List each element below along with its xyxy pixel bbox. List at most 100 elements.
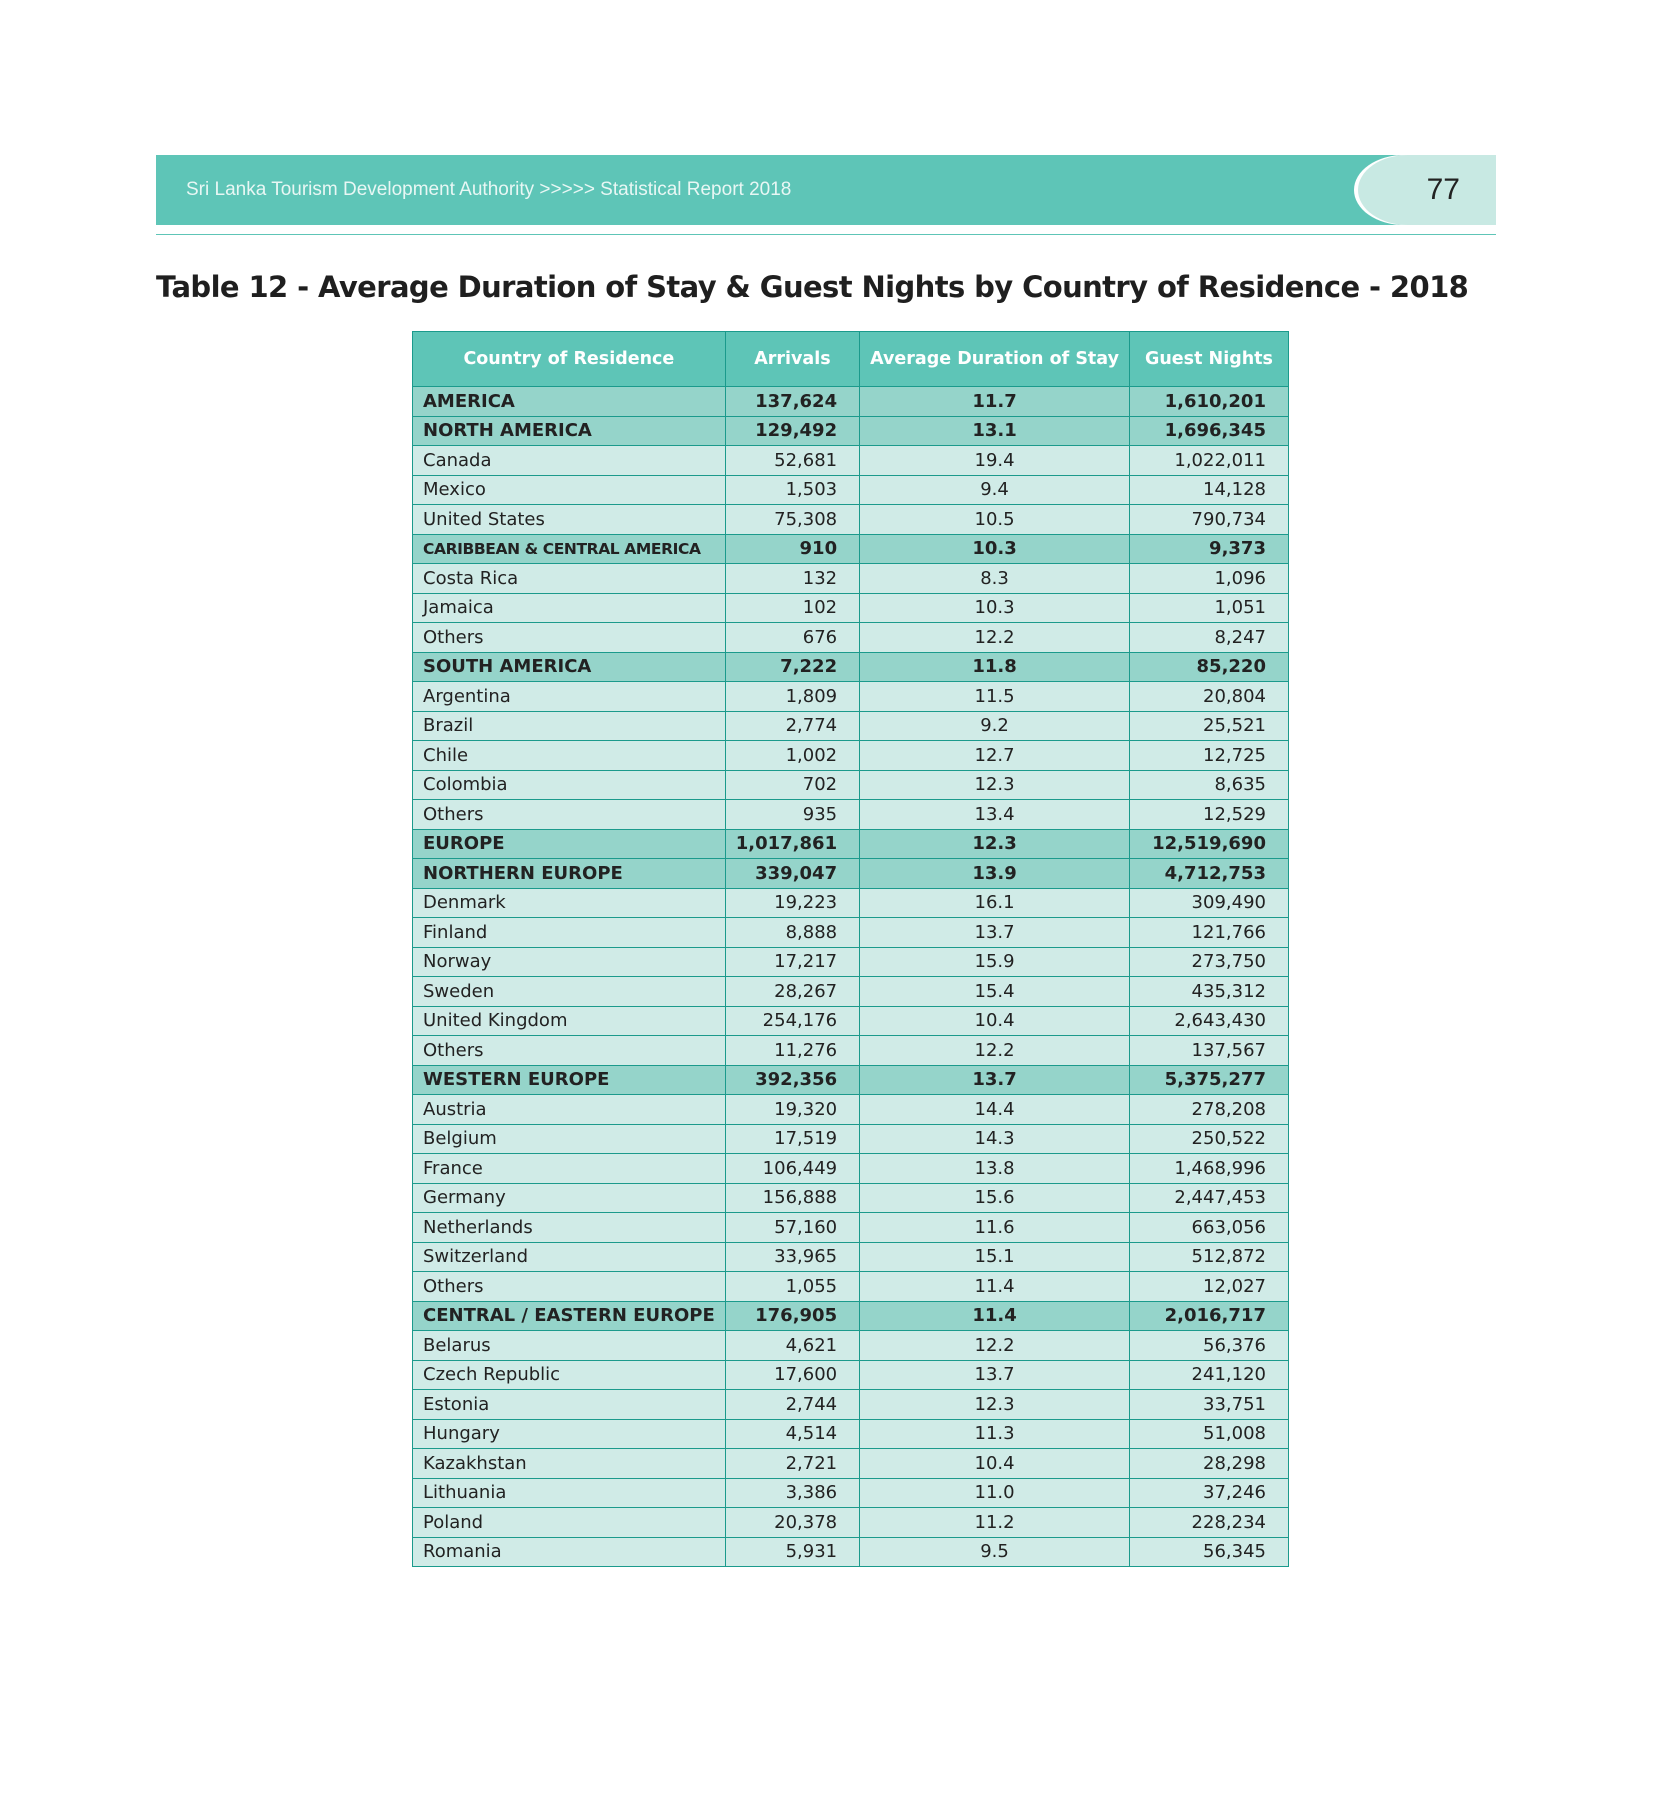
table-row: Norway 17,217 15.9 273,750 <box>412 946 1289 977</box>
cell-guest-nights: 2,643,430 <box>1128 1005 1289 1036</box>
page-number: 77 <box>1426 173 1460 206</box>
table-row: Colombia 702 12.3 8,635 <box>412 769 1289 800</box>
cell-arrivals: 28,267 <box>724 976 861 1007</box>
cell-guest-nights: 121,766 <box>1128 917 1289 948</box>
table-row: Costa Rica 132 8.3 1,096 <box>412 563 1289 594</box>
cell-duration: 12.2 <box>859 622 1130 653</box>
cell-country: CARIBBEAN & CENTRAL AMERICA <box>412 533 726 564</box>
cell-duration: 10.5 <box>859 504 1130 535</box>
cell-guest-nights: 8,635 <box>1128 769 1289 800</box>
cell-guest-nights: 1,468,996 <box>1128 1153 1289 1184</box>
cell-country: Sweden <box>412 976 726 1007</box>
table-group-row: CENTRAL / EASTERN EUROPE 176,905 11.4 2,016… <box>412 1300 1289 1331</box>
cell-arrivals: 33,965 <box>724 1241 861 1272</box>
cell-arrivals: 52,681 <box>724 445 861 476</box>
table-header-row: Country of Residence Arrivals Average Du… <box>412 331 1289 387</box>
cell-duration: 15.6 <box>859 1182 1130 1213</box>
cell-duration: 13.7 <box>859 917 1130 948</box>
cell-country: Brazil <box>412 710 726 741</box>
cell-country: United States <box>412 504 726 535</box>
cell-arrivals: 19,320 <box>724 1094 861 1125</box>
cell-country: Romania <box>412 1536 726 1567</box>
table-title: Table 12 - Average Duration of Stay & Gu… <box>156 270 1469 304</box>
cell-guest-nights: 2,447,453 <box>1128 1182 1289 1213</box>
cell-country: Switzerland <box>412 1241 726 1272</box>
cell-country: Others <box>412 799 726 830</box>
cell-country: Austria <box>412 1094 726 1125</box>
cell-arrivals: 20,378 <box>724 1507 861 1538</box>
cell-duration: 10.4 <box>859 1005 1130 1036</box>
cell-arrivals: 676 <box>724 622 861 653</box>
cell-arrivals: 11,276 <box>724 1035 861 1066</box>
table-row: United States 75,308 10.5 790,734 <box>412 504 1289 535</box>
cell-duration: 13.7 <box>859 1359 1130 1390</box>
table-group-row: SOUTH AMERICA 7,222 11.8 85,220 <box>412 651 1289 682</box>
cell-guest-nights: 241,120 <box>1128 1359 1289 1390</box>
cell-arrivals: 2,774 <box>724 710 861 741</box>
table-row: Canada 52,681 19.4 1,022,011 <box>412 445 1289 476</box>
cell-arrivals: 339,047 <box>724 858 861 889</box>
cell-guest-nights: 28,298 <box>1128 1448 1289 1479</box>
table-row: Czech Republic 17,600 13.7 241,120 <box>412 1359 1289 1390</box>
table-row: France 106,449 13.8 1,468,996 <box>412 1153 1289 1184</box>
table-row: Poland 20,378 11.2 228,234 <box>412 1507 1289 1538</box>
cell-guest-nights: 5,375,277 <box>1128 1064 1289 1095</box>
cell-guest-nights: 4,712,753 <box>1128 858 1289 889</box>
cell-arrivals: 4,621 <box>724 1330 861 1361</box>
cell-arrivals: 8,888 <box>724 917 861 948</box>
cell-country: Hungary <box>412 1418 726 1449</box>
cell-arrivals: 129,492 <box>724 415 861 446</box>
cell-arrivals: 75,308 <box>724 504 861 535</box>
cell-country: France <box>412 1153 726 1184</box>
page-number-tab: 77 <box>1358 155 1496 225</box>
cell-country: Chile <box>412 740 726 771</box>
cell-arrivals: 2,744 <box>724 1389 861 1420</box>
cell-arrivals: 4,514 <box>724 1418 861 1449</box>
cell-guest-nights: 663,056 <box>1128 1212 1289 1243</box>
cell-arrivals: 17,600 <box>724 1359 861 1390</box>
cell-arrivals: 1,002 <box>724 740 861 771</box>
cell-duration: 10.3 <box>859 533 1130 564</box>
table-row: Belgium 17,519 14.3 250,522 <box>412 1123 1289 1154</box>
cell-arrivals: 102 <box>724 592 861 623</box>
table-row: Austria 19,320 14.4 278,208 <box>412 1094 1289 1125</box>
cell-guest-nights: 33,751 <box>1128 1389 1289 1420</box>
table-row: Chile 1,002 12.7 12,725 <box>412 740 1289 771</box>
table-row: Argentina 1,809 11.5 20,804 <box>412 681 1289 712</box>
cell-arrivals: 1,503 <box>724 474 861 505</box>
cell-country: Belgium <box>412 1123 726 1154</box>
cell-country: Others <box>412 1035 726 1066</box>
cell-arrivals: 106,449 <box>724 1153 861 1184</box>
cell-guest-nights: 1,696,345 <box>1128 415 1289 446</box>
cell-duration: 16.1 <box>859 887 1130 918</box>
cell-duration: 11.8 <box>859 651 1130 682</box>
table-body: AMERICA 137,624 11.7 1,610,201 NORTH AMERICA… <box>412 386 1289 1567</box>
table-row: Germany 156,888 15.6 2,447,453 <box>412 1182 1289 1213</box>
cell-duration: 12.3 <box>859 1389 1130 1420</box>
cell-country: Lithuania <box>412 1477 726 1508</box>
cell-country: Colombia <box>412 769 726 800</box>
cell-arrivals: 5,931 <box>724 1536 861 1567</box>
cell-duration: 13.8 <box>859 1153 1130 1184</box>
cell-duration: 13.1 <box>859 415 1130 446</box>
cell-guest-nights: 1,610,201 <box>1128 386 1289 417</box>
cell-arrivals: 935 <box>724 799 861 830</box>
cell-country: Mexico <box>412 474 726 505</box>
cell-guest-nights: 20,804 <box>1128 681 1289 712</box>
cell-arrivals: 156,888 <box>724 1182 861 1213</box>
table-row: Brazil 2,774 9.2 25,521 <box>412 710 1289 741</box>
cell-duration: 14.3 <box>859 1123 1130 1154</box>
cell-guest-nights: 273,750 <box>1128 946 1289 977</box>
cell-country: Czech Republic <box>412 1359 726 1390</box>
cell-country: Kazakhstan <box>412 1448 726 1479</box>
cell-guest-nights: 37,246 <box>1128 1477 1289 1508</box>
table-row: Netherlands 57,160 11.6 663,056 <box>412 1212 1289 1243</box>
cell-arrivals: 254,176 <box>724 1005 861 1036</box>
report-header-text: Sri Lanka Tourism Development Authority … <box>186 179 792 200</box>
cell-duration: 12.2 <box>859 1330 1130 1361</box>
table-group-row: NORTHERN EUROPE 339,047 13.9 4,712,753 <box>412 858 1289 889</box>
cell-arrivals: 132 <box>724 563 861 594</box>
cell-country: Others <box>412 622 726 653</box>
cell-guest-nights: 12,529 <box>1128 799 1289 830</box>
cell-duration: 9.4 <box>859 474 1130 505</box>
